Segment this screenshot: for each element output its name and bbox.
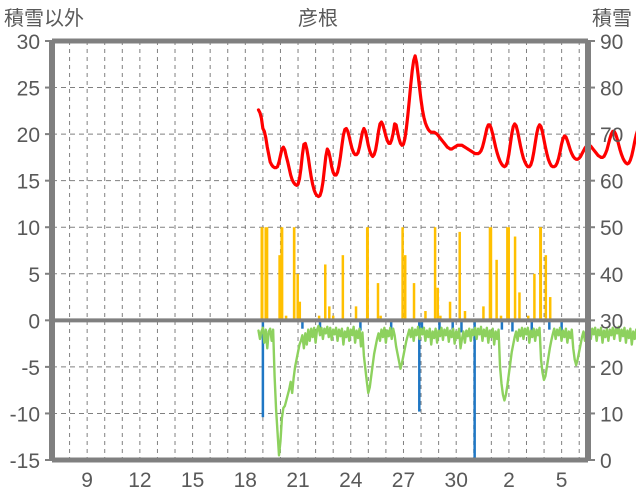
chart-title: 彦根	[298, 8, 338, 30]
right-axis-caption: 積雪	[592, 8, 632, 30]
y2-axis-tick: 40	[600, 264, 623, 287]
y2-axis-tick: 0	[600, 450, 612, 473]
y-axis-tick: 30	[17, 31, 40, 54]
x-axis-tick: 9	[81, 469, 93, 492]
y2-axis-tick: 60	[600, 171, 623, 194]
tick-labels: 302520151050-5-10-1590807060504030201009…	[10, 31, 624, 492]
x-axis-tick: 21	[286, 469, 309, 492]
plot-frame	[45, 38, 595, 463]
y2-axis-tick: 80	[600, 78, 623, 101]
y-axis-tick: 15	[17, 171, 40, 194]
x-axis-tick: 5	[556, 469, 568, 492]
y-axis-tick: 5	[28, 264, 40, 287]
temperature-line	[256, 54, 636, 199]
x-axis-tick: 2	[503, 469, 515, 492]
y-axis-tick: 0	[28, 310, 40, 333]
left-axis-caption: 積雪以外	[4, 8, 84, 30]
y2-axis-tick: 50	[600, 217, 623, 240]
y-axis-tick: -10	[10, 403, 40, 426]
y2-axis-tick: 20	[600, 357, 623, 380]
y-axis-tick: -5	[21, 357, 40, 380]
x-axis-tick: 27	[392, 469, 415, 492]
x-axis-tick: 18	[234, 469, 257, 492]
y2-axis-tick: 70	[600, 124, 623, 147]
y-axis-tick: 10	[17, 217, 40, 240]
x-axis-tick: 12	[128, 469, 151, 492]
y2-axis-tick: 10	[600, 403, 623, 426]
y-axis-tick: -15	[10, 450, 40, 473]
y2-axis-tick: 30	[600, 310, 623, 333]
x-axis-tick: 30	[445, 469, 468, 492]
snow-bars	[261, 320, 563, 459]
y-axis-tick: 25	[17, 78, 40, 101]
sunshine-line	[257, 324, 636, 457]
y2-axis-tick: 90	[600, 31, 623, 54]
y-axis-tick: 20	[17, 124, 40, 147]
x-axis-tick: 15	[181, 469, 204, 492]
x-axis-tick: 24	[339, 469, 363, 492]
precipitation-bars	[260, 227, 552, 322]
